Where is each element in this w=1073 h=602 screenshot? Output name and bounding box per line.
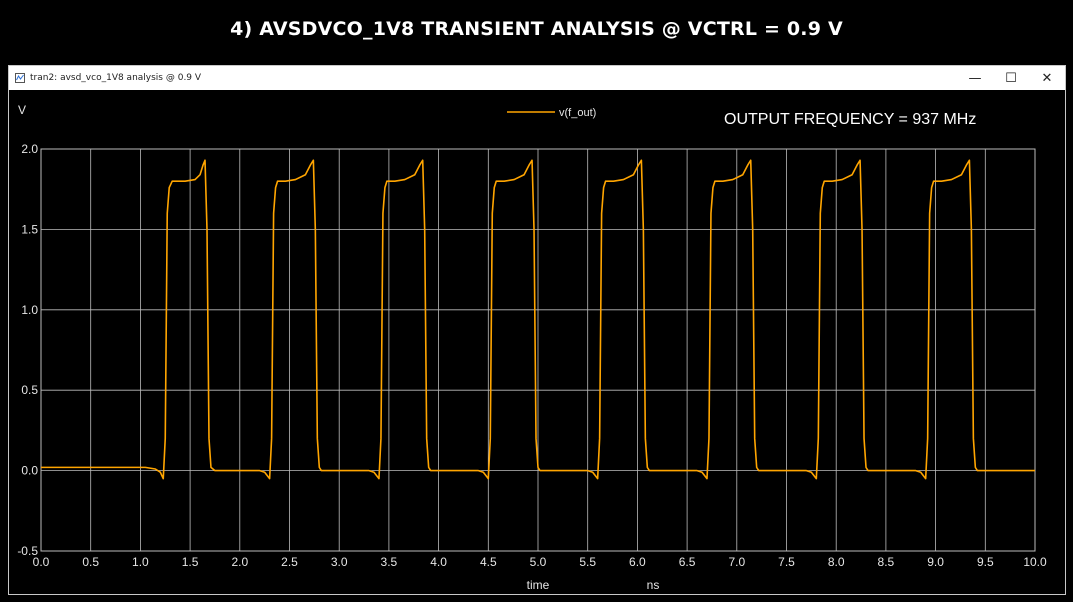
y-tick-label: 0.5: [21, 383, 38, 397]
grid-layer: [40, 148, 1036, 552]
x-axis-unit: ns: [647, 578, 660, 592]
maximize-button[interactable]: ☐: [993, 66, 1029, 90]
x-tick-label: 5.0: [530, 555, 547, 569]
close-icon: ✕: [1041, 70, 1053, 86]
x-tick-label: 4.5: [480, 555, 497, 569]
y-tick-label: 2.0: [21, 142, 38, 156]
y-tick-label: 1.0: [21, 303, 38, 317]
x-tick-label: 8.0: [828, 555, 845, 569]
x-tick-label: 2.0: [231, 555, 248, 569]
tick-labels: 0.0 0.5 1.0 1.5 2.0 2.5 3.0 3.5 4.0 4.5 5.0 5.5 6.0 6…: [17, 142, 1047, 569]
minimize-icon: —: [968, 70, 982, 86]
y-tick-label: 0.0: [21, 464, 38, 478]
x-tick-label: 9.5: [977, 555, 994, 569]
x-tick-label: 7.5: [778, 555, 795, 569]
y-tick-label: -0.5: [17, 544, 38, 558]
x-tick-label: 10.0: [1023, 555, 1047, 569]
x-tick-label: 1.0: [132, 555, 149, 569]
plot-window: tran2: avsd_vco_1V8 analysis @ 0.9 V — ☐…: [8, 65, 1066, 595]
x-tick-label: 7.0: [728, 555, 745, 569]
x-axis-label: time: [527, 578, 550, 592]
x-tick-label: 8.5: [878, 555, 895, 569]
x-tick-label: 0.0: [33, 555, 50, 569]
slide-title: 4) AVSDVCO_1V8 TRANSIENT ANALYSIS @ VCTR…: [230, 18, 843, 40]
x-tick-label: 6.5: [679, 555, 696, 569]
x-tick-label: 2.5: [281, 555, 298, 569]
minimize-button[interactable]: —: [957, 66, 993, 90]
x-tick-label: 4.0: [430, 555, 447, 569]
maximize-icon: ☐: [1005, 70, 1017, 86]
close-button[interactable]: ✕: [1029, 66, 1065, 90]
legend-label: v(f_out): [559, 107, 596, 119]
transient-plot[interactable]: 0.0 0.5 1.0 1.5 2.0 2.5 3.0 3.5 4.0 4.5 5.0 5.5 6.0 6…: [9, 66, 1065, 594]
x-tick-label: 6.0: [629, 555, 646, 569]
trace-layer: [41, 159, 1035, 480]
x-tick-label: 9.0: [927, 555, 944, 569]
y-tick-label: 1.5: [21, 222, 38, 236]
y-axis-label: V: [18, 103, 26, 117]
trace-v-f-out: [41, 159, 1035, 480]
x-tick-label: 3.0: [331, 555, 348, 569]
window-titlebar[interactable]: tran2: avsd_vco_1V8 analysis @ 0.9 V — ☐…: [9, 66, 1065, 90]
legend: v(f_out): [507, 107, 596, 119]
plot-app-icon: [15, 73, 25, 83]
window-title: tran2: avsd_vco_1V8 analysis @ 0.9 V: [30, 73, 202, 83]
x-tick-label: 3.5: [381, 555, 398, 569]
x-tick-label: 1.5: [182, 555, 199, 569]
output-frequency-annotation: OUTPUT FREQUENCY = 937 MHz: [724, 111, 976, 128]
x-tick-label: 0.5: [82, 555, 99, 569]
x-tick-label: 5.5: [579, 555, 596, 569]
